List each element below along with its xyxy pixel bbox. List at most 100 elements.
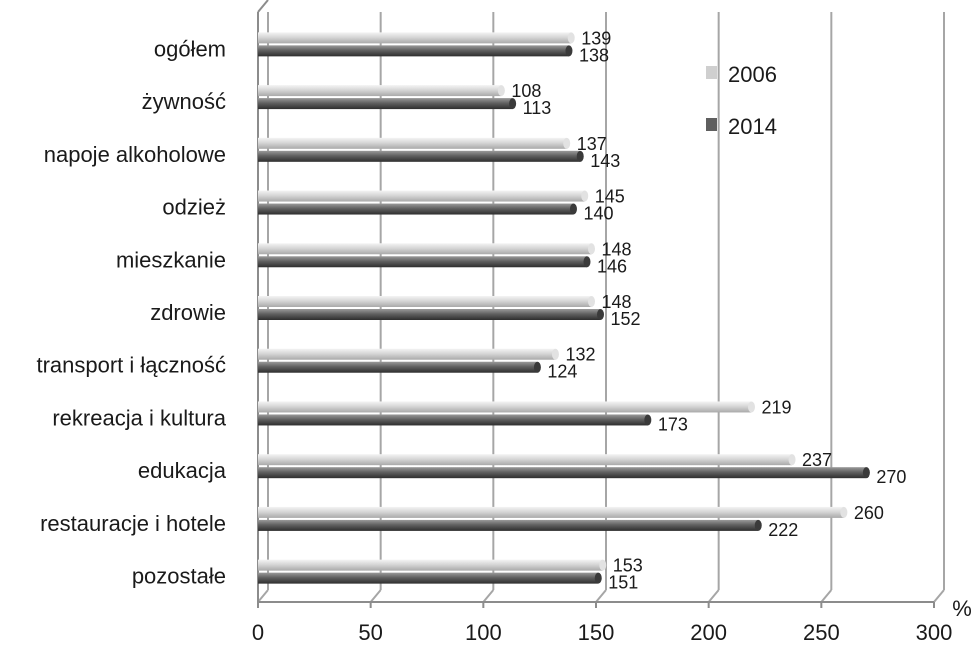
- data-label-2006: 260: [854, 503, 884, 523]
- category-label: zdrowie: [150, 300, 226, 325]
- legend: 2006 2014: [706, 62, 777, 139]
- gridline-depth: [257, 589, 269, 603]
- gridline-depth: [482, 589, 495, 603]
- bar-2006: [258, 506, 844, 518]
- bar-2006: [258, 559, 603, 571]
- bar-2006: [258, 32, 572, 44]
- bar-2014-cap: [576, 150, 584, 162]
- data-label-2014: 146: [597, 256, 627, 276]
- data-label-2006: 237: [802, 450, 832, 470]
- x-tick-label: 200: [690, 620, 727, 645]
- bar-2006: [258, 85, 502, 97]
- data-label-2006: 108: [511, 81, 541, 101]
- bar-2006-cap: [567, 32, 575, 44]
- data-label-2014: 270: [876, 467, 906, 487]
- bar-2006: [258, 454, 793, 466]
- bar-2006: [258, 296, 592, 307]
- bar-2014: [258, 519, 759, 531]
- bar-2014: [258, 150, 581, 162]
- bar-2006-cap: [599, 559, 607, 571]
- legend-label-2014: 2014: [728, 114, 777, 139]
- bar-2006-cap: [788, 454, 796, 466]
- data-label-2006: 148: [601, 292, 631, 312]
- data-label-2006: 132: [565, 345, 595, 365]
- data-label-2006: 219: [761, 397, 791, 417]
- bar-2006: [258, 137, 567, 149]
- bar-2006: [258, 348, 556, 360]
- gridline-depth: [369, 589, 382, 603]
- legend-swatch-2014: [706, 118, 717, 131]
- x-tick-label: 150: [578, 620, 615, 645]
- legend-swatch-2006: [706, 66, 717, 79]
- category-label: restauracje i hotele: [40, 511, 226, 536]
- category-label: transport i łączność: [36, 353, 226, 378]
- gridline-depth: [595, 589, 607, 603]
- data-label-2014: 140: [583, 204, 613, 224]
- bar-2014-cap: [754, 519, 762, 531]
- bar-2014-cap: [509, 98, 517, 110]
- category-label: ogółem: [154, 36, 226, 61]
- bar-2006: [258, 243, 592, 255]
- bar-2014: [258, 467, 867, 479]
- x-tick-label: 100: [465, 620, 502, 645]
- data-label-2006: 148: [601, 239, 631, 259]
- data-label-2006: 139: [581, 28, 611, 48]
- bar-2006-cap: [551, 348, 559, 360]
- bar-2006-cap: [563, 137, 571, 149]
- legend-label-2006: 2006: [728, 62, 777, 87]
- bar-2014: [258, 414, 648, 426]
- category-label: mieszkanie: [116, 247, 226, 272]
- bar-2014-cap: [569, 203, 577, 215]
- category-label: pozostałe: [132, 564, 226, 589]
- bar-2014-cap: [644, 414, 652, 426]
- bar-2006-cap: [587, 296, 595, 307]
- bar-2014-cap: [862, 467, 870, 479]
- bar-2014: [258, 98, 513, 110]
- data-label-2014: 152: [611, 309, 641, 329]
- gridline-depth: [707, 589, 720, 603]
- axes: 0 50 100 150 200 250 300%: [252, 0, 972, 645]
- unit-label: %: [952, 596, 972, 621]
- category-label: odzież: [162, 195, 226, 220]
- bar-2014-cap: [583, 256, 591, 268]
- data-label-2006: 145: [595, 187, 625, 207]
- bar-2006: [258, 190, 585, 202]
- y-axis-depth: [257, 0, 269, 13]
- data-label-2006: 137: [577, 134, 607, 154]
- x-tick-label: 300: [916, 620, 953, 645]
- data-label-2006: 153: [613, 556, 643, 576]
- data-label-2014: 143: [590, 151, 620, 171]
- bar-2014: [258, 572, 599, 584]
- data-label-2014: 138: [579, 45, 609, 65]
- category-label: żywność: [142, 89, 226, 114]
- x-tick-label: 250: [803, 620, 840, 645]
- category-label: edukacja: [138, 458, 227, 483]
- data-label-2014: 124: [547, 362, 577, 382]
- bar-2014-cap: [533, 361, 541, 373]
- x-tick-label: 50: [358, 620, 382, 645]
- data-label-2014: 151: [608, 573, 638, 593]
- x-tick-label: 0: [252, 620, 264, 645]
- bar-2014: [258, 203, 574, 215]
- bar-2014-cap: [594, 572, 602, 584]
- category-label: napoje alkoholowe: [44, 142, 226, 167]
- gridline-depth: [820, 589, 833, 603]
- bar-2006-cap: [581, 190, 589, 202]
- bar-2014-cap: [597, 309, 605, 320]
- bar-2014: [258, 256, 587, 268]
- bar-2006-cap: [840, 506, 848, 518]
- bar-2006-cap: [747, 401, 755, 413]
- data-label-2014: 113: [523, 98, 552, 118]
- bar-2006-cap: [497, 85, 505, 97]
- bar-2014: [258, 361, 538, 373]
- bar-2014: [258, 309, 601, 320]
- bars: [258, 32, 870, 584]
- gridline-depth: [933, 589, 945, 603]
- bar-2014-cap: [565, 45, 573, 57]
- data-label-2014: 222: [768, 520, 798, 540]
- data-label-2014: 173: [658, 414, 688, 434]
- bar-2006-cap: [587, 243, 595, 255]
